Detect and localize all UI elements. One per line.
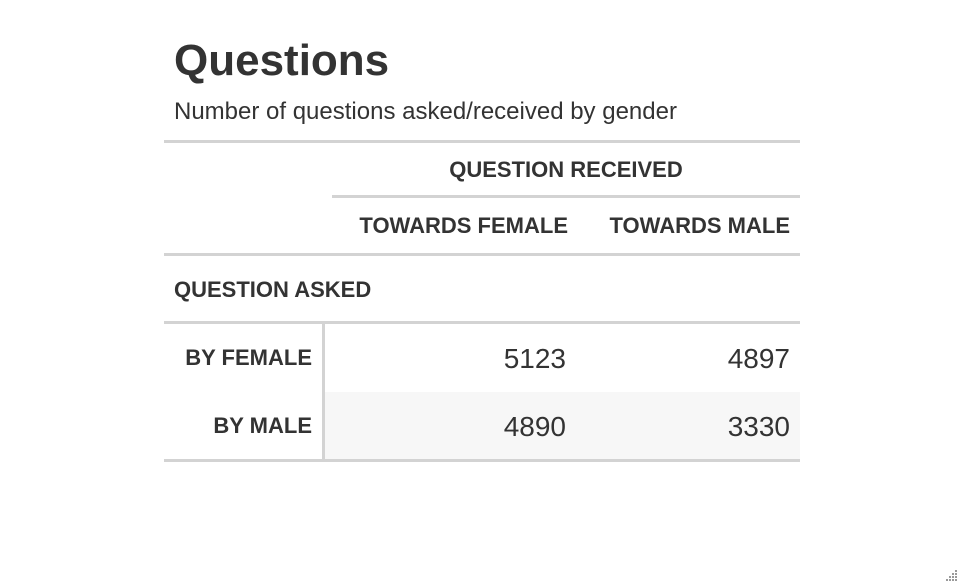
row-label-by-male: BY MALE <box>213 413 312 438</box>
row-group-border <box>164 321 800 324</box>
table-top-border <box>164 140 800 143</box>
cell-by-male-towards-male: 3330 <box>727 411 790 442</box>
row-group-label: QUESTION ASKED <box>174 277 372 302</box>
column-labels-border <box>164 253 800 256</box>
page-title: Questions <box>174 36 390 85</box>
column-spanner: QUESTION RECEIVED <box>449 157 683 182</box>
table-row-stripe <box>325 392 800 460</box>
row-label-by-female: BY FEMALE <box>185 345 312 370</box>
spanner-underline <box>332 195 800 198</box>
column-label-towards-female: TOWARDS FEMALE <box>359 213 568 238</box>
table-bottom-border <box>164 459 800 462</box>
stub-border <box>322 324 325 461</box>
resize-grip-icon[interactable] <box>944 568 958 582</box>
cell-by-female-towards-male: 4897 <box>727 343 790 374</box>
cell-by-female-towards-female: 5123 <box>503 343 566 374</box>
cell-by-male-towards-female: 4890 <box>503 411 566 442</box>
column-label-towards-male: TOWARDS MALE <box>609 213 790 238</box>
page-subtitle: Number of questions asked/received by ge… <box>174 98 677 125</box>
